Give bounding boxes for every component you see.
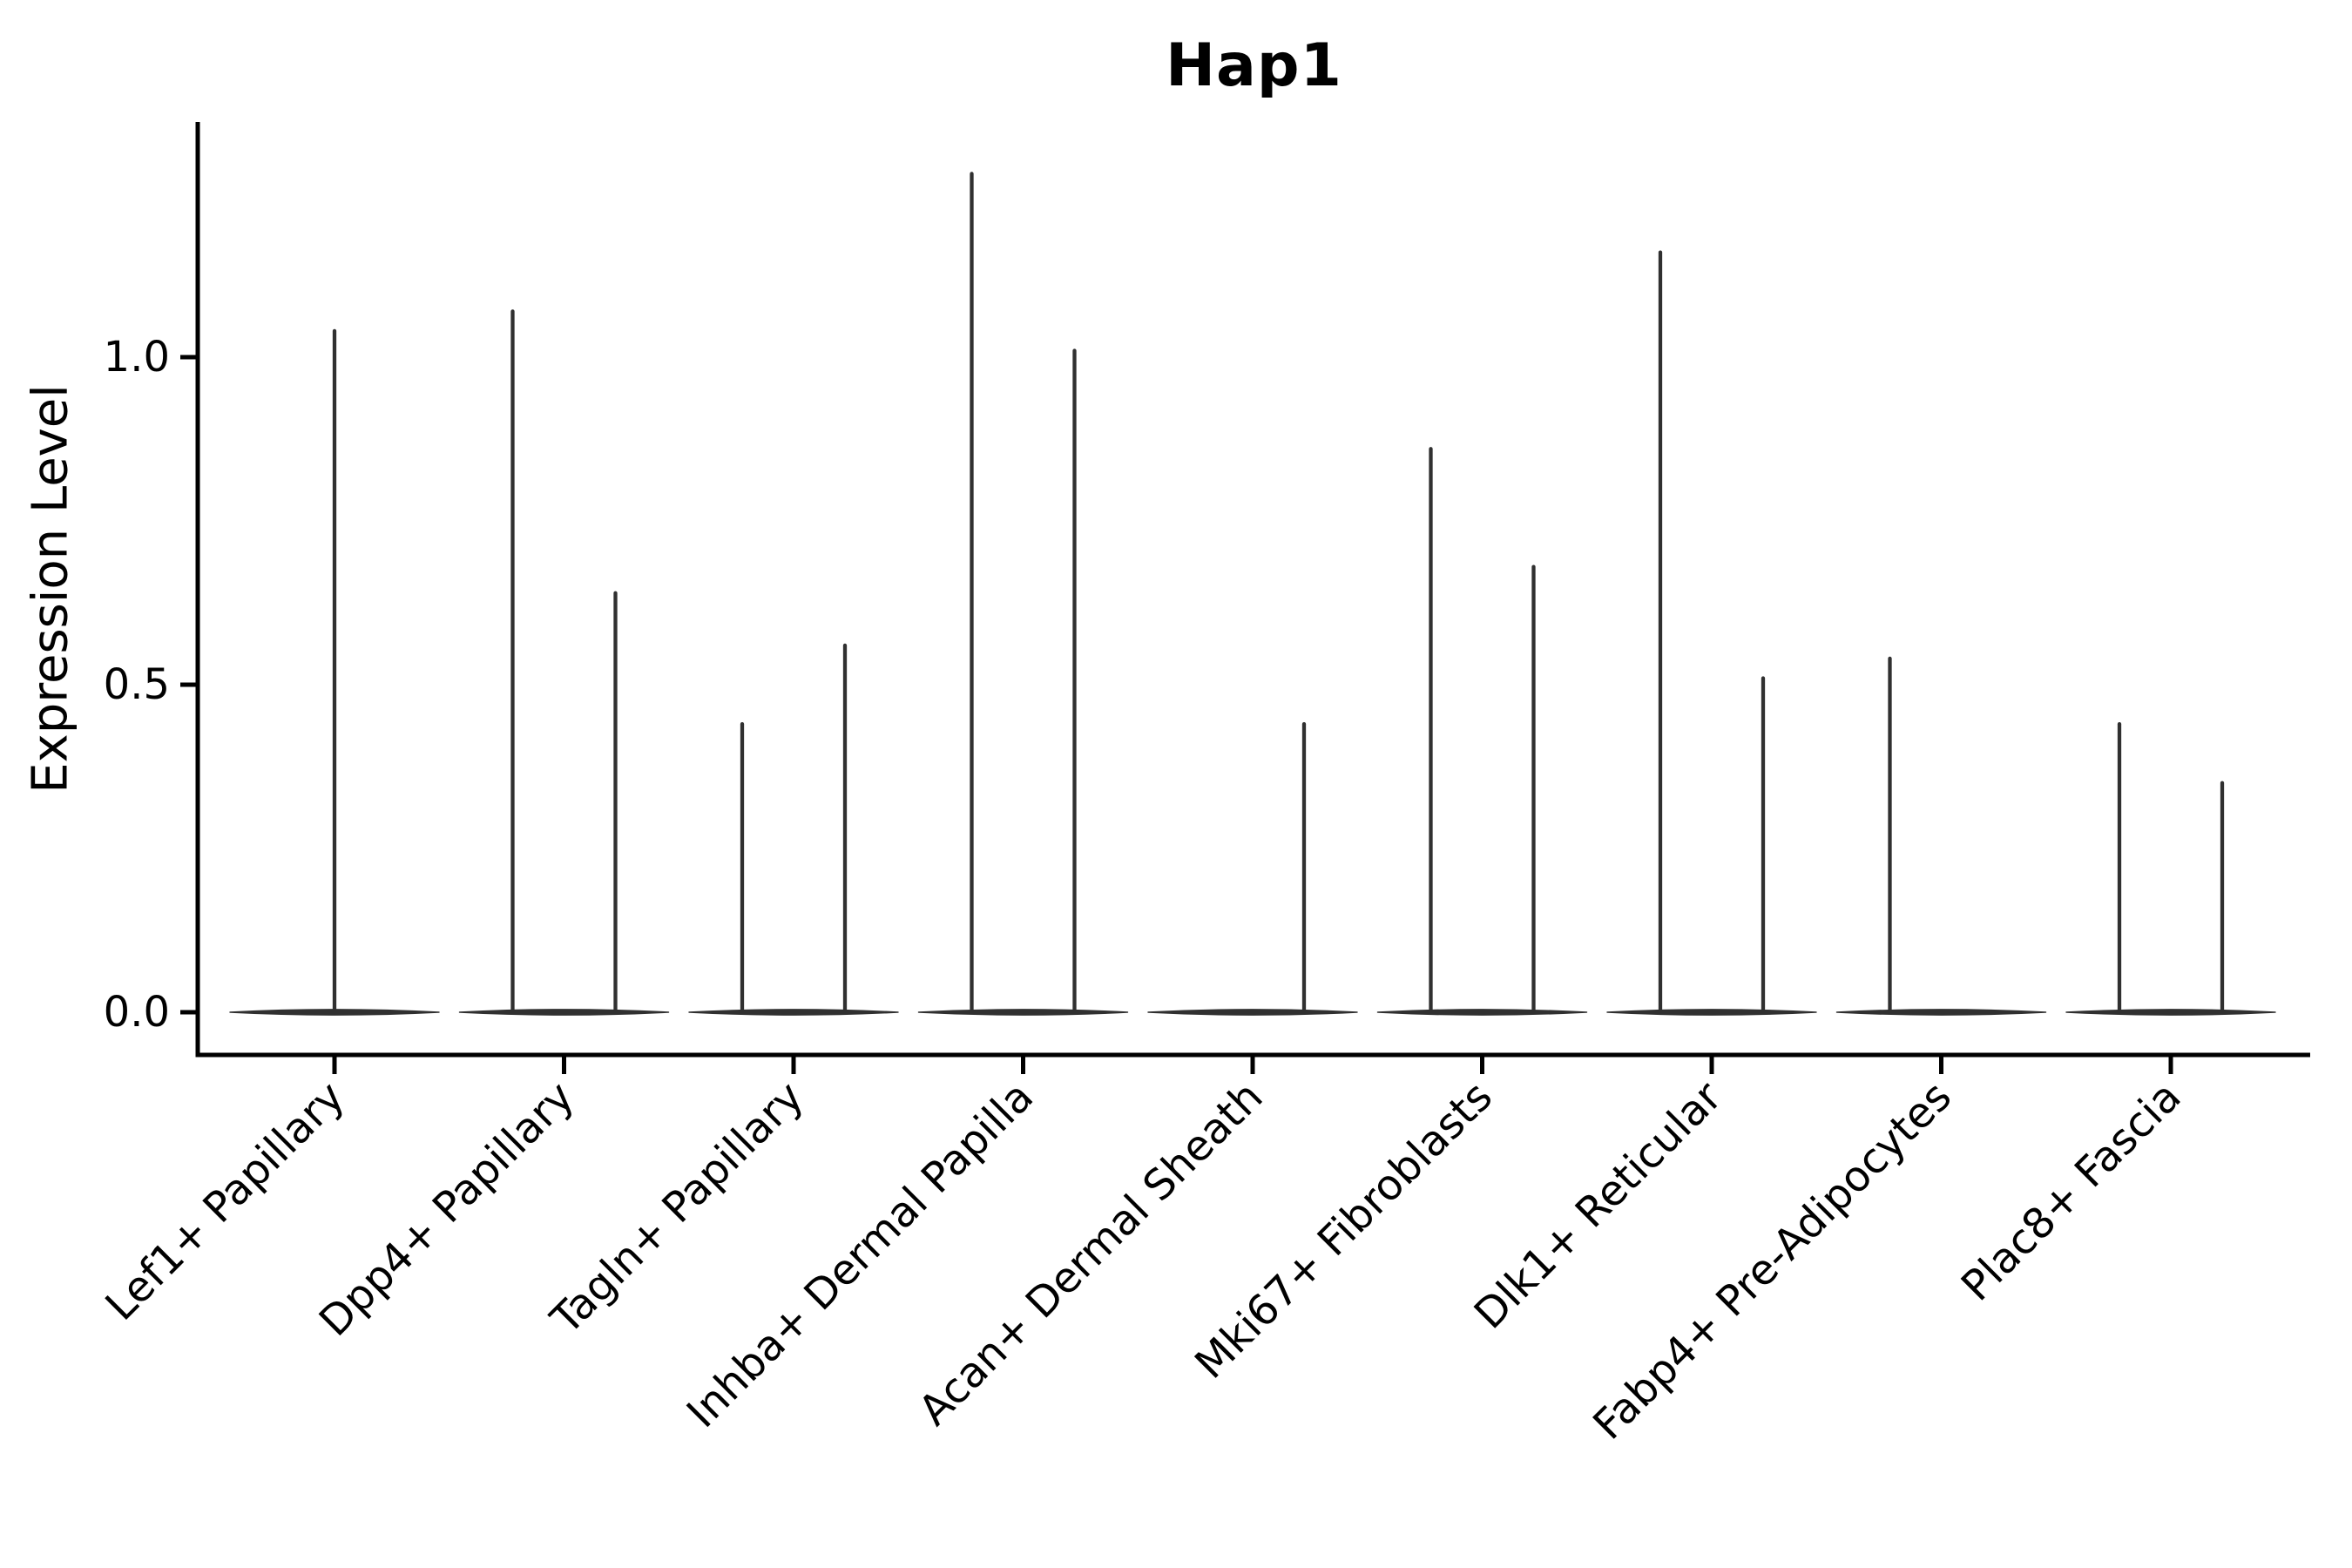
violin-baseline <box>1835 1009 2047 1016</box>
violin-baseline <box>2065 1009 2276 1016</box>
x-tick-label: Lef1+ Papillary <box>97 1072 355 1330</box>
y-tick-label: 0.0 <box>104 988 170 1037</box>
violin-baseline <box>458 1009 670 1016</box>
x-tick-label: Tagln+ Papillary <box>541 1072 813 1344</box>
violin-baseline <box>1147 1009 1358 1016</box>
violin-baseline <box>688 1009 899 1016</box>
x-tick-label: Plac8+ Fascia <box>1952 1072 2191 1311</box>
violin-baseline <box>1376 1009 1588 1016</box>
violin-baseline <box>917 1009 1129 1016</box>
chart-title: Hap1 <box>1166 31 1342 100</box>
violin-baseline <box>1606 1009 1817 1016</box>
y-tick-label: 1.0 <box>104 333 170 382</box>
y-tick-label: 0.5 <box>104 660 170 709</box>
x-tick-label: Dpp4+ Papillary <box>310 1072 584 1346</box>
x-tick-label: Dlk1+ Reticular <box>1465 1072 1732 1339</box>
